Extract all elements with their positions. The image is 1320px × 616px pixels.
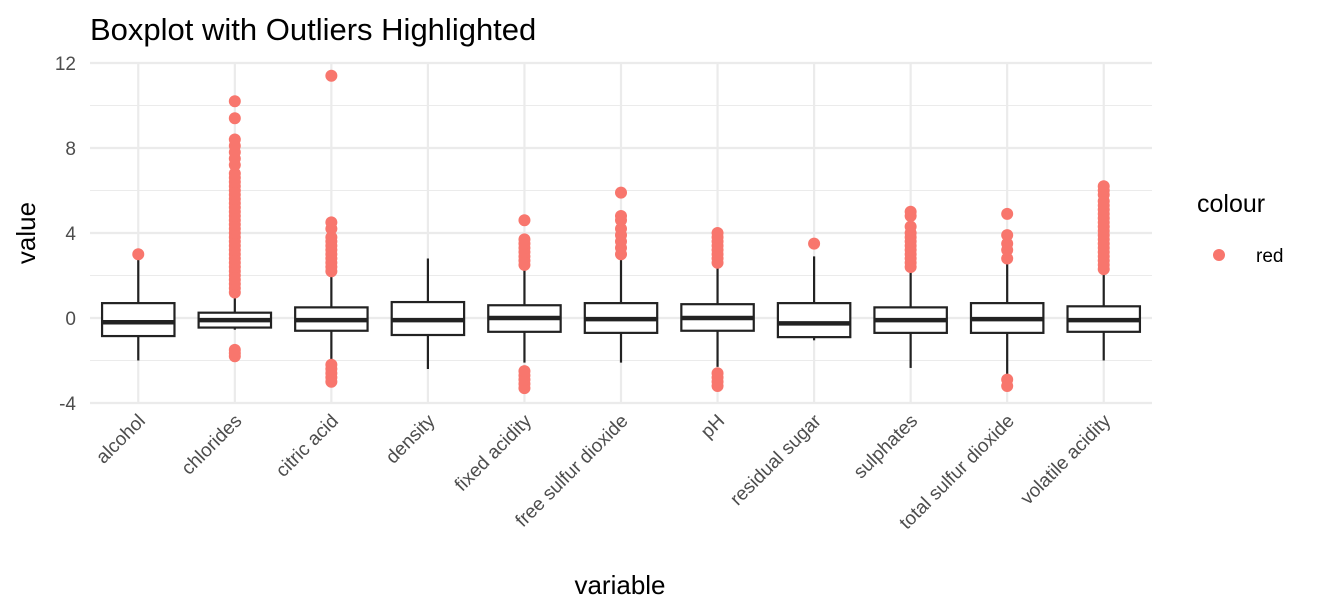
- box-pH: [680, 264, 755, 367]
- outlier-point: [615, 210, 627, 222]
- x-tick-label: pH: [697, 411, 729, 443]
- outlier-point: [1001, 229, 1014, 242]
- outlier-point: [518, 365, 531, 378]
- outlier-point: [518, 233, 531, 246]
- y-axis-title: value: [11, 202, 41, 264]
- box-iqr: [776, 302, 852, 339]
- box-volatile-acidity: [1066, 271, 1142, 361]
- x-tick-label: sulphates: [850, 411, 922, 483]
- outlier-point: [615, 186, 627, 199]
- outlier-point: [904, 205, 917, 218]
- outlier-point: [518, 214, 531, 227]
- y-tick-label: 12: [55, 54, 76, 75]
- y-tick-label: 8: [65, 139, 76, 160]
- box-free-sulfur-dioxide: [583, 258, 659, 363]
- x-tick-label: alcohol: [92, 411, 149, 468]
- outlier-point: [1001, 252, 1014, 265]
- outlier-point: [808, 237, 821, 250]
- x-tick-label: density: [382, 410, 440, 468]
- y-axis-ticks: -4 0 4 8 12: [55, 54, 77, 415]
- outlier-point: [228, 133, 241, 146]
- outlier-point: [228, 95, 241, 108]
- box-fixed-acidity: [487, 267, 562, 363]
- x-tick-label: fixed acidity: [451, 410, 536, 495]
- y-tick-label: -4: [59, 394, 76, 415]
- outlier-point: [711, 227, 724, 239]
- x-tick-label: chlorides: [178, 411, 247, 480]
- y-tick-label: 0: [65, 309, 76, 330]
- outlier-point: [325, 216, 338, 229]
- box-citric-acid: [294, 273, 369, 363]
- legend-title: colour: [1197, 190, 1265, 218]
- outlier-point: [904, 220, 917, 233]
- outlier-point: [711, 367, 724, 380]
- outlier-point: [228, 112, 241, 125]
- box-alcohol: [100, 256, 176, 361]
- outlier-point: [228, 343, 241, 356]
- boxes: [100, 256, 1142, 376]
- outlier-point: [325, 358, 338, 371]
- outlier-point: [228, 167, 241, 180]
- x-tick-label: volatile acidity: [1017, 410, 1116, 509]
- outlier-point: [1001, 207, 1014, 220]
- box-iqr: [100, 302, 176, 338]
- y-tick-label: 4: [65, 224, 76, 245]
- chart-title: Boxplot with Outliers Highlighted: [90, 12, 536, 47]
- outlier-point: [1097, 180, 1110, 193]
- outlier-point: [615, 222, 627, 235]
- outlier-points: [132, 69, 1110, 395]
- x-axis-title: variable: [574, 570, 665, 600]
- outlier-point: [132, 248, 145, 261]
- box-sulphates: [873, 269, 948, 368]
- legend-key-dot: [1213, 249, 1225, 261]
- box-density: [390, 258, 466, 369]
- x-tick-label: citric acid: [272, 411, 343, 482]
- outlier-point: [325, 69, 338, 82]
- outlier-point: [1001, 237, 1014, 250]
- outlier-point: [325, 231, 338, 244]
- outlier-point: [1001, 373, 1014, 386]
- x-axis-ticks: alcohol chlorides citric acid density fixed …: [92, 410, 1115, 534]
- box-chlorides: [197, 296, 273, 330]
- legend: colour red: [1197, 190, 1283, 267]
- box-residual-sugar: [776, 256, 852, 341]
- legend-label: red: [1256, 246, 1283, 267]
- x-tick-label: residual sugar: [726, 410, 826, 510]
- box-total-sulfur-dioxide: [969, 262, 1045, 376]
